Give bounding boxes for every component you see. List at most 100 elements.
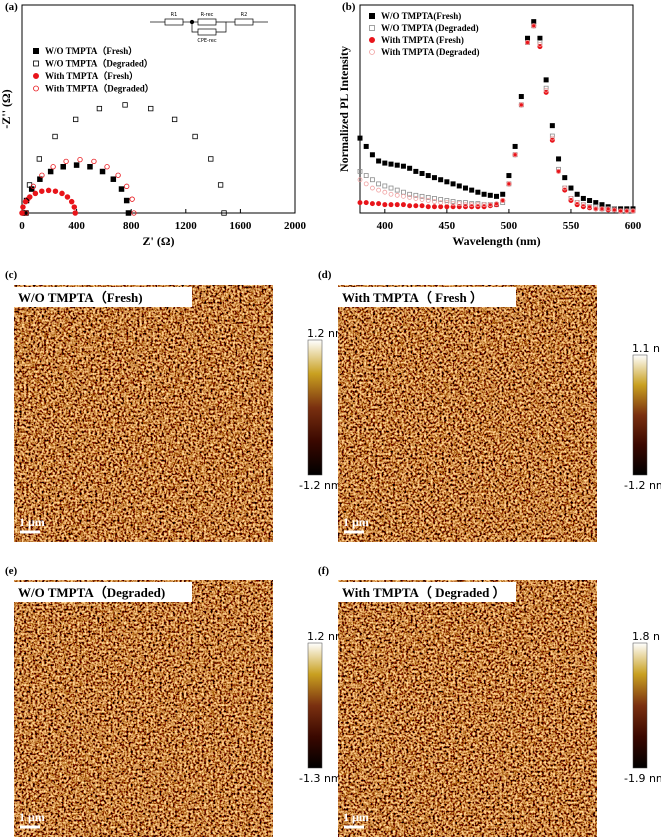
title-box — [14, 287, 192, 307]
data-point — [444, 204, 450, 210]
data-point — [87, 163, 93, 170]
data-point — [419, 197, 425, 202]
plot-frame — [21, 4, 296, 214]
data-point — [469, 187, 475, 193]
data-point — [450, 181, 456, 187]
data-point — [376, 201, 382, 207]
colorbar-max: 1.2 nm — [307, 630, 346, 643]
scale-bar-label: 1 μm — [19, 810, 45, 824]
data-point — [518, 94, 524, 100]
data-point — [500, 191, 506, 197]
data-point — [401, 189, 406, 195]
legend-label: With TMPTA (Fresh) — [381, 35, 464, 45]
data-point — [407, 165, 413, 171]
wire — [216, 21, 227, 33]
colorbar-max: 1.2 nm — [307, 327, 346, 340]
panel-label: (d) — [318, 269, 332, 281]
data-point — [388, 161, 394, 167]
data-point — [60, 163, 66, 170]
data-point — [357, 177, 363, 183]
data-point — [394, 187, 400, 193]
data-point — [543, 77, 549, 83]
data-point — [562, 185, 568, 191]
circuit-label: R1 — [171, 12, 178, 18]
data-point — [431, 204, 437, 210]
legend-marker — [33, 85, 39, 92]
data-point — [518, 102, 524, 108]
legend-marker — [33, 48, 39, 54]
data-point — [363, 181, 369, 187]
panel-label: (b) — [342, 1, 356, 13]
x-tick-label: 500 — [501, 220, 518, 232]
data-point — [450, 201, 456, 207]
data-point — [494, 201, 499, 207]
data-point — [19, 210, 25, 216]
y-axis-label: -Z'' (Ω) — [0, 89, 13, 128]
x-axis-label: Z' (Ω) — [143, 234, 175, 248]
data-point — [370, 185, 375, 191]
data-point — [357, 135, 363, 141]
data-point — [475, 202, 481, 208]
x-tick-label: 600 — [625, 220, 642, 232]
data-point — [32, 190, 39, 197]
data-point — [531, 19, 537, 25]
data-point — [568, 196, 574, 201]
data-point — [481, 202, 487, 208]
x-axis-label: Wavelength (nm) — [452, 234, 540, 248]
scale-bar-label: 1 μm — [19, 515, 45, 529]
data-point — [382, 189, 388, 195]
data-point — [401, 193, 406, 199]
data-point — [64, 194, 71, 200]
data-point — [593, 206, 599, 212]
data-point — [382, 183, 388, 189]
afm-title: With TMPTA（ Fresh ） — [342, 290, 483, 305]
data-point — [47, 168, 54, 175]
data-point — [413, 203, 419, 209]
colorbar-max: 1.8 nm — [632, 630, 661, 643]
data-point — [525, 40, 530, 45]
data-point — [419, 203, 425, 209]
data-point — [45, 187, 52, 194]
data-point — [574, 191, 580, 197]
data-point — [357, 168, 363, 174]
data-point — [549, 135, 555, 141]
data-point — [104, 164, 110, 170]
data-point — [388, 202, 394, 208]
data-point — [438, 177, 444, 183]
data-point — [506, 181, 512, 187]
data-point — [72, 210, 78, 216]
data-point — [543, 87, 549, 93]
data-point — [438, 204, 444, 210]
colorbar — [307, 339, 323, 476]
circuit-label: R-rec — [201, 12, 214, 18]
data-point — [549, 123, 555, 129]
panel-label: (a) — [5, 1, 18, 13]
data-point — [208, 156, 214, 162]
data-point — [382, 202, 388, 208]
data-point — [221, 210, 227, 216]
data-point — [562, 175, 568, 181]
colorbar — [632, 642, 648, 769]
legend-marker — [369, 49, 375, 55]
colorbar-max: 1.1 nm — [632, 342, 661, 355]
panel-label: (f) — [318, 565, 329, 577]
data-point — [556, 168, 561, 174]
data-point — [50, 164, 56, 170]
data-point — [357, 200, 363, 206]
data-point — [432, 199, 437, 204]
data-point — [131, 210, 137, 216]
data-point — [118, 186, 125, 192]
legend-marker — [369, 13, 375, 19]
data-point — [587, 198, 593, 204]
data-point — [91, 158, 97, 165]
data-point — [30, 183, 36, 189]
data-point — [63, 158, 69, 165]
data-point — [431, 175, 437, 181]
afm-image — [14, 285, 273, 542]
data-point — [110, 176, 117, 182]
data-point — [568, 185, 574, 191]
data-point — [531, 23, 537, 29]
title-box — [14, 582, 192, 602]
colorbar-min: -1.3 nm — [299, 772, 342, 785]
